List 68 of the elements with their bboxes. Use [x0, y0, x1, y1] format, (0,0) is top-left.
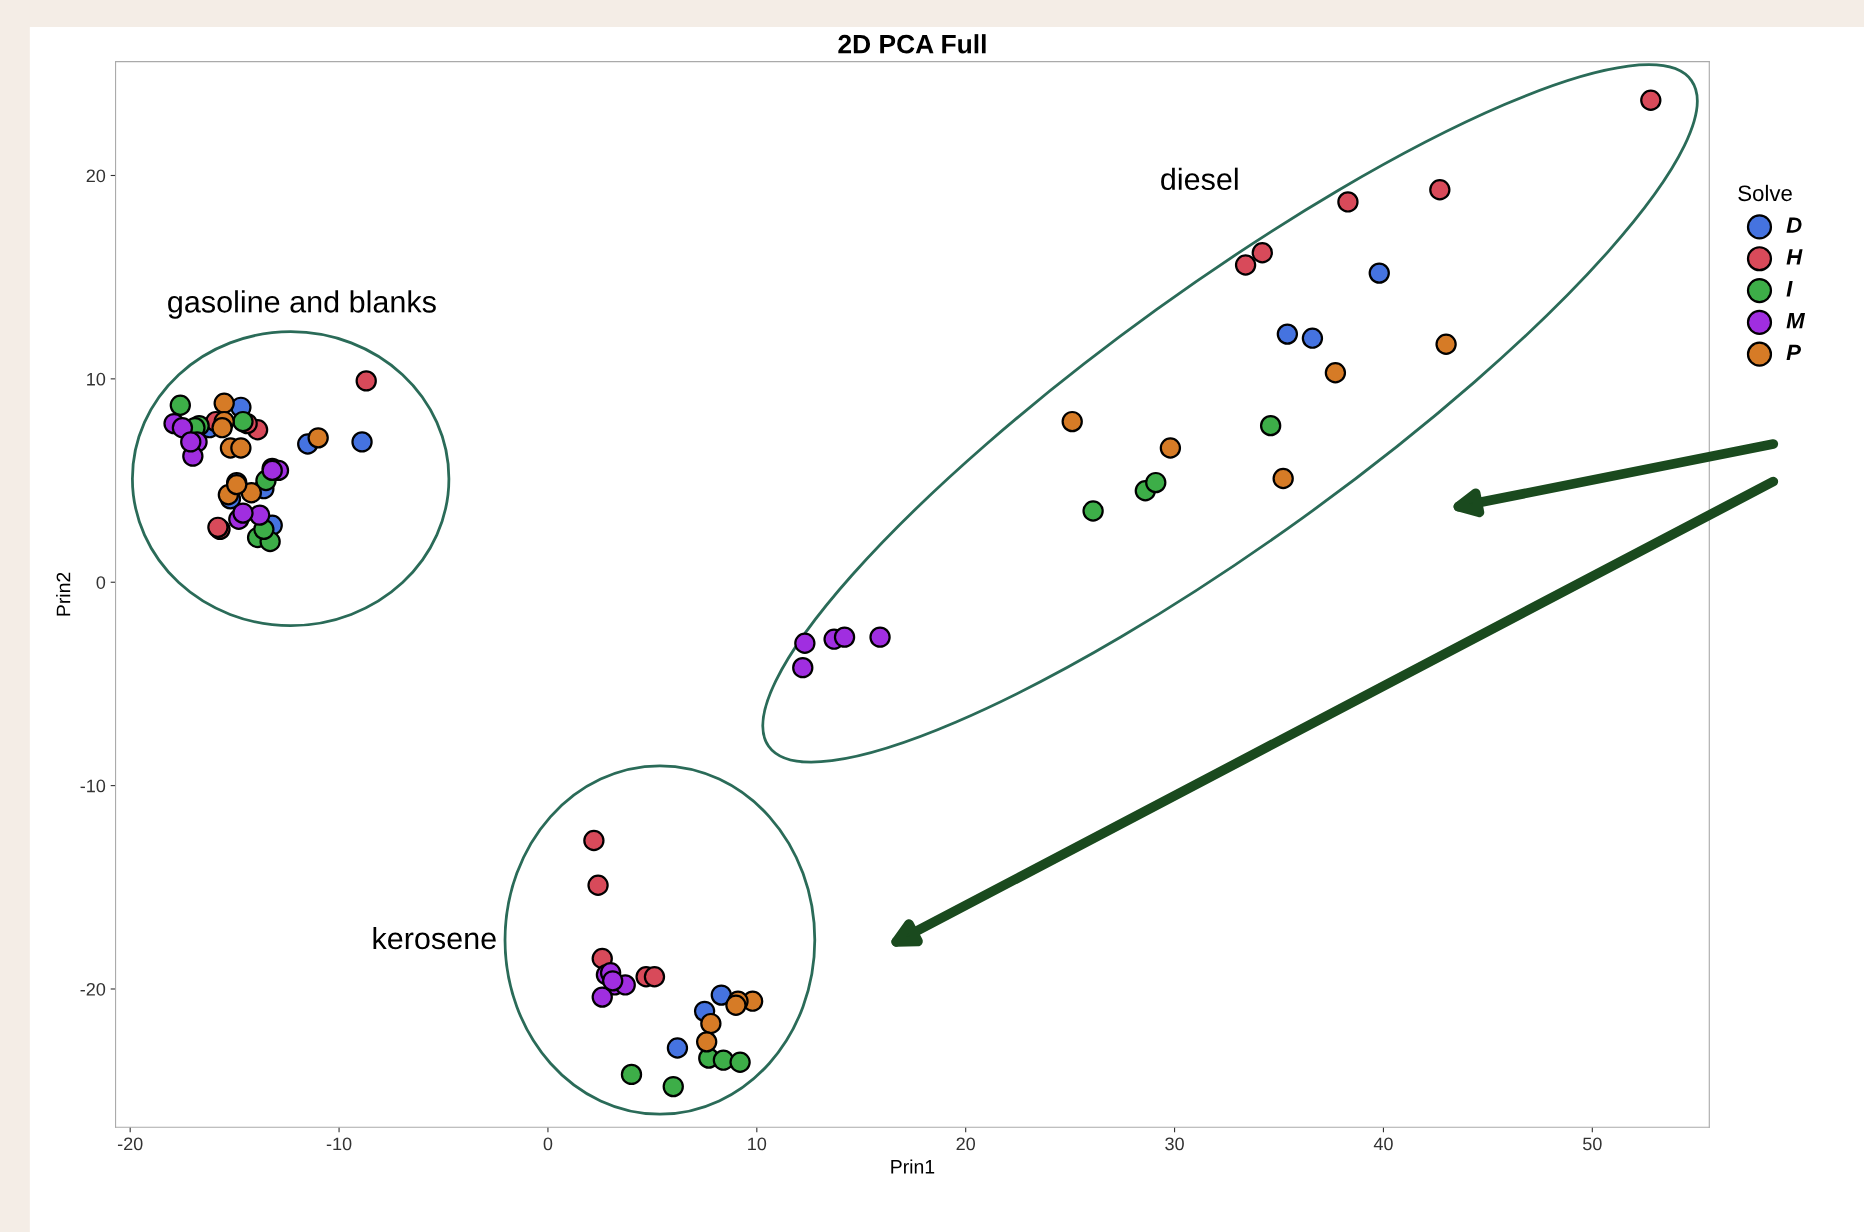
point	[1234, 254, 1257, 276]
point	[211, 416, 233, 439]
annotation: diesel	[1161, 167, 1238, 191]
point	[1061, 410, 1083, 433]
annotation: gasoline and blanks	[168, 290, 436, 319]
point	[232, 502, 254, 524]
point	[1276, 323, 1299, 345]
point	[1159, 437, 1182, 459]
annotation: kerosene	[373, 926, 496, 950]
point	[710, 984, 732, 1006]
point	[729, 1051, 751, 1073]
point	[1145, 471, 1167, 494]
point	[1082, 500, 1104, 522]
point	[700, 1012, 722, 1035]
point	[1251, 242, 1273, 264]
y-tick-label: -10	[80, 779, 106, 793]
point	[1435, 333, 1457, 355]
y-axis-title: Prin2	[56, 572, 71, 616]
legend-label: P	[1786, 344, 1801, 361]
chart-title: 2D PCA Full	[838, 34, 986, 54]
legend-label: M	[1786, 312, 1806, 329]
legend-title: Solve	[1738, 184, 1792, 202]
x-tick-label: 20	[956, 1137, 976, 1151]
point	[240, 482, 263, 504]
x-tick-label: -20	[117, 1137, 143, 1151]
point	[602, 970, 624, 992]
y-tick-label: 10	[87, 372, 106, 386]
x-tick-label: 10	[748, 1137, 767, 1151]
point	[591, 986, 613, 1008]
x-tick-label: 0	[543, 1137, 553, 1151]
point	[712, 1049, 735, 1071]
point	[1259, 414, 1282, 437]
point	[1324, 362, 1347, 384]
x-tick-label: -10	[326, 1137, 352, 1151]
x-axis-title: Prin1	[891, 1159, 935, 1174]
point	[794, 632, 816, 654]
point	[1272, 467, 1294, 490]
point	[583, 829, 605, 852]
point	[1429, 179, 1451, 201]
point	[307, 427, 329, 449]
legend-label: D	[1786, 217, 1802, 233]
point	[869, 626, 891, 648]
point	[643, 966, 666, 988]
x-tick-label: 50	[1583, 1137, 1602, 1151]
point	[213, 392, 235, 414]
point	[355, 370, 377, 392]
point	[1301, 327, 1324, 349]
y-tick-label: 20	[86, 169, 106, 183]
point	[1337, 191, 1359, 213]
point	[666, 1037, 689, 1059]
legend-label: I	[1786, 281, 1793, 297]
point	[792, 656, 814, 679]
y-tick-label: -20	[80, 982, 106, 996]
point	[230, 437, 252, 459]
point	[833, 626, 856, 648]
x-tick-label: 30	[1165, 1137, 1184, 1151]
point	[169, 394, 191, 416]
legend-label: H	[1786, 249, 1803, 265]
point	[180, 431, 202, 453]
y-tick-label: 0	[96, 576, 106, 589]
x-tick-label: 40	[1373, 1137, 1393, 1151]
point	[662, 1075, 684, 1098]
point	[351, 431, 373, 453]
point	[696, 1031, 718, 1053]
point	[1640, 89, 1662, 111]
point	[620, 1063, 643, 1086]
point	[587, 874, 609, 896]
point	[1368, 262, 1390, 284]
